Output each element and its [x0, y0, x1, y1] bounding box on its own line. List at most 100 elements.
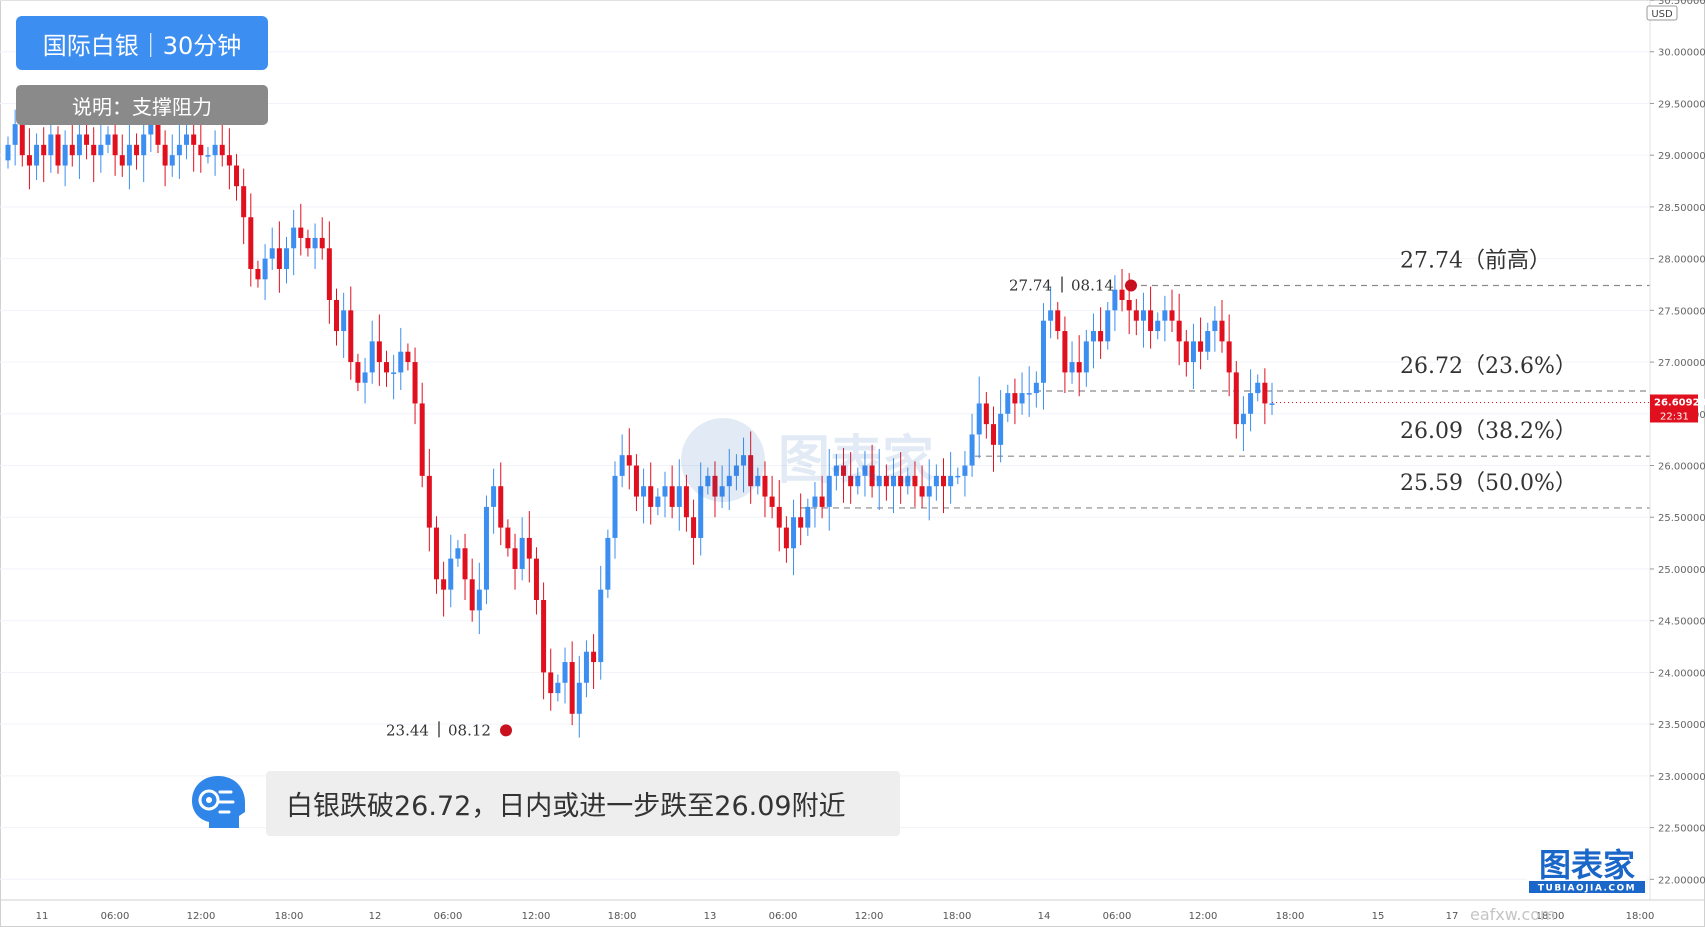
candle-body: [712, 475, 718, 497]
support-resistance-levels: 27.74（前高） 26.72（23.6%） 26.09（38.2%） 25.59（5…: [800, 249, 1650, 509]
candle-body: [1112, 289, 1118, 311]
candle-body: [476, 589, 482, 611]
candle-body: [126, 144, 132, 166]
candle-body: [626, 455, 632, 466]
analysis-note: 白银跌破26.72，日内或进一步跌至26.09附近: [266, 771, 900, 836]
level-label: 25.59（50.0%）: [1400, 471, 1577, 496]
candle-body: [698, 486, 704, 538]
time-tick-label: 17: [1446, 911, 1459, 922]
candle-body: [498, 486, 504, 528]
candle-body: [1069, 362, 1075, 373]
candle-body: [1019, 393, 1025, 404]
candle-body: [955, 475, 961, 478]
candle-body: [833, 465, 839, 476]
price-axis[interactable]: 30.50000 30.00000 29.50000 29.00000 28.50000…: [1272, 0, 1705, 900]
candle-body: [212, 144, 218, 156]
candle-body: [733, 465, 739, 476]
candle-body: [876, 475, 882, 487]
candle-body: [1133, 310, 1139, 321]
candle-body: [312, 237, 318, 249]
candle-body: [791, 517, 797, 549]
candle-body: [469, 579, 475, 611]
candle-body: [1212, 320, 1218, 332]
candle-body: [1105, 310, 1111, 342]
candle-body: [619, 455, 625, 476]
candle-body: [605, 537, 611, 590]
candle-body: [948, 475, 954, 487]
candle-body: [462, 548, 468, 580]
brand-logo: 图表家 TUBIAOJIA.COM: [1527, 843, 1647, 895]
annotation-date: 08.12: [448, 721, 491, 739]
candle-body: [591, 651, 597, 663]
candle-body: [1005, 393, 1011, 414]
candle-body: [341, 310, 347, 332]
candle-body: [1183, 341, 1189, 363]
candle-body: [648, 486, 654, 507]
candle-body: [1162, 310, 1168, 321]
price-tick-label: 24.00000: [1658, 668, 1705, 679]
candle-body: [519, 537, 525, 569]
candle-body: [869, 465, 875, 487]
time-tick-label: 12:00: [522, 911, 551, 922]
robot-head-icon: [192, 776, 245, 828]
price-tick-label: 25.00000: [1658, 565, 1705, 576]
candle-body: [1255, 382, 1261, 394]
candle-body: [355, 362, 361, 383]
candle-body: [305, 237, 311, 249]
candle-body: [612, 475, 618, 538]
candle-body: [241, 186, 247, 218]
candle-body: [405, 351, 411, 363]
time-tick-label: 15: [1372, 911, 1385, 922]
candle-body: [291, 227, 297, 249]
time-tick-label: 18:00: [1626, 911, 1655, 922]
candle-body: [184, 134, 190, 145]
candle-body: [262, 258, 268, 280]
candle-body: [5, 144, 11, 161]
candle-body: [919, 486, 925, 497]
candle-body: [248, 217, 254, 269]
candle-body: [48, 134, 54, 156]
price-tick-label: 27.50000: [1658, 306, 1705, 317]
candle-body: [1055, 310, 1061, 332]
candle-body: [333, 300, 339, 332]
annotation-price: 23.44: [386, 721, 429, 739]
candle-body: [491, 486, 497, 507]
candle-body: [383, 362, 389, 373]
candle-body: [1140, 310, 1146, 321]
candle-body: [776, 506, 782, 528]
candle-body: [1155, 320, 1161, 332]
candle-body: [941, 475, 947, 487]
candle-body: [1169, 310, 1175, 321]
candle-body: [1126, 300, 1132, 311]
candle-body: [926, 486, 932, 497]
price-tick-label: 29.00000: [1658, 151, 1705, 162]
candle-body: [1226, 341, 1232, 373]
candle-body: [912, 475, 918, 487]
candle-body: [348, 310, 354, 363]
candle-body: [598, 589, 604, 663]
time-axis[interactable]: 11 06:00 12:00 18:00 12 06:00 12:00 18:00 13 06:0…: [0, 899, 1705, 922]
candle-body: [726, 475, 732, 487]
candle-body: [1198, 341, 1204, 352]
candle-body: [691, 517, 697, 538]
candle-body: [1076, 362, 1082, 373]
candle-body: [1219, 320, 1225, 342]
time-tick-label: 06:00: [769, 911, 798, 922]
candle-body: [376, 341, 382, 363]
chart-annotations: 23.44 08.12 27.74 08.14: [386, 276, 1137, 739]
currency-label: USD: [1651, 9, 1673, 20]
candle-body: [319, 237, 325, 249]
candle-body: [719, 486, 725, 497]
candles: [5, 100, 1275, 738]
price-tick-label: 30.50000: [1658, 0, 1705, 7]
price-tick-label: 22.50000: [1658, 824, 1705, 835]
candle-body: [705, 475, 711, 487]
candle-body: [505, 527, 511, 549]
current-price-tag: [1650, 394, 1698, 409]
candle-body: [219, 144, 225, 156]
candle-body: [12, 124, 18, 145]
time-tick-label: 14: [1038, 911, 1051, 922]
brand-logo-text: 图表家: [1539, 846, 1635, 884]
time-tick-label: 18:00: [943, 911, 972, 922]
